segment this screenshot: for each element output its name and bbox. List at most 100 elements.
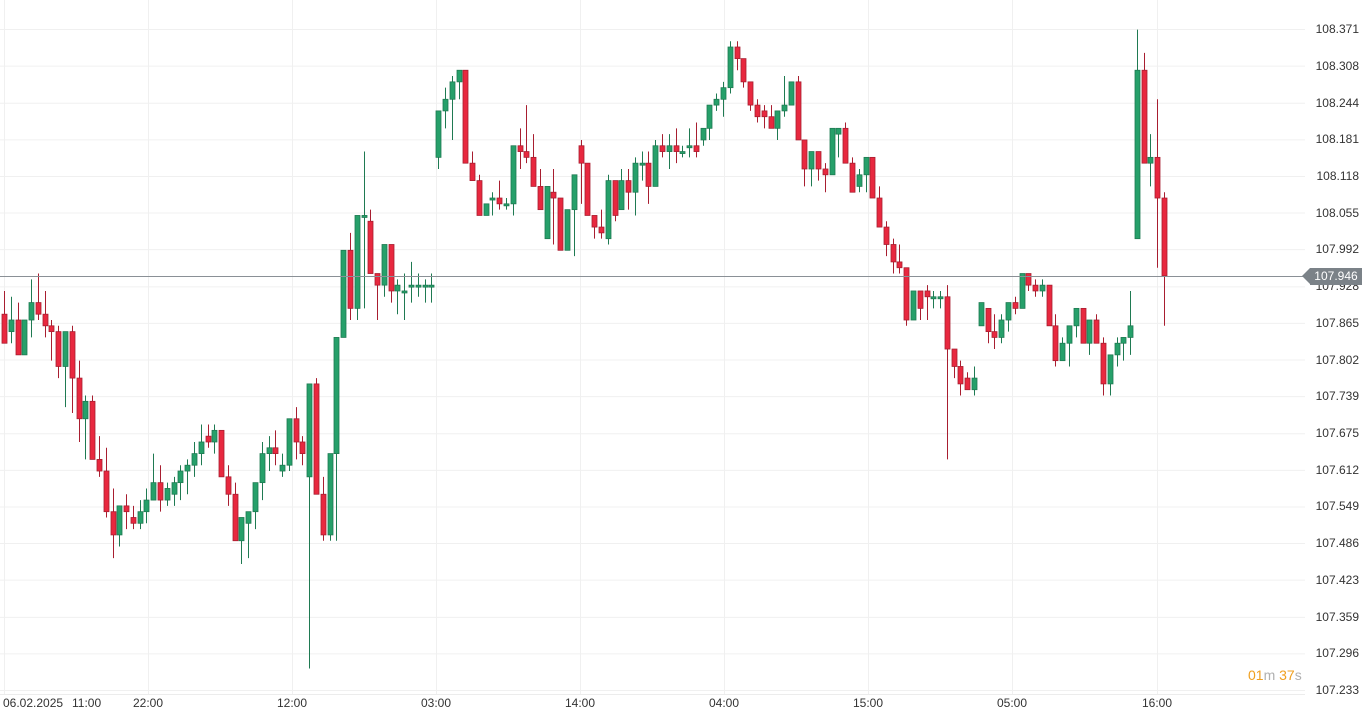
candle-down — [578, 145, 585, 164]
candle-up — [456, 69, 463, 83]
candle-up — [686, 145, 693, 149]
candle-up — [177, 470, 184, 484]
candle-down — [462, 69, 469, 164]
candle-up — [706, 104, 713, 129]
candle-down — [747, 81, 754, 106]
candle-down — [103, 470, 110, 513]
candle-down — [55, 331, 62, 367]
y-tick-label: 108.308 — [1315, 58, 1359, 73]
x-tick-label: 14:00 — [565, 696, 596, 710]
candle-down — [801, 139, 808, 170]
candle-down — [1093, 319, 1100, 344]
candle-up — [829, 127, 836, 176]
candle-up — [1127, 325, 1134, 338]
candle-up — [863, 156, 870, 176]
candle-down — [469, 162, 476, 182]
candle-down — [740, 58, 747, 83]
candle-down — [673, 145, 680, 152]
candle-up — [449, 81, 456, 100]
candle-down — [625, 180, 632, 193]
candle-down — [299, 441, 306, 454]
candle-up — [143, 499, 150, 513]
candle-up — [327, 453, 334, 536]
candle-down — [869, 156, 876, 199]
candle-up — [361, 215, 368, 218]
candle-down — [42, 313, 49, 327]
candle-up — [618, 180, 625, 211]
candle-down — [761, 110, 768, 118]
candle-up — [1039, 284, 1046, 292]
y-tick-label: 107.486 — [1315, 536, 1359, 551]
candle-down — [232, 493, 239, 542]
y-tick-label: 108.181 — [1315, 132, 1359, 147]
candle-down — [1100, 342, 1107, 385]
candle-up — [191, 453, 198, 466]
y-tick-label: 107.739 — [1315, 389, 1359, 404]
timer-seconds: 37 — [1279, 667, 1295, 683]
candle-countdown-timer: 01m 37s — [1248, 667, 1302, 683]
timer-minutes: 01 — [1248, 667, 1264, 683]
candle-down — [347, 249, 354, 309]
candle-up — [632, 162, 639, 193]
candle-down — [1046, 284, 1053, 327]
y-tick-label: 107.802 — [1315, 352, 1359, 367]
candle-up — [1120, 337, 1127, 344]
candle-down — [1161, 197, 1168, 277]
candle-down — [476, 180, 483, 216]
candle-up — [333, 337, 340, 454]
candle-up — [82, 400, 89, 420]
y-tick-label: 107.549 — [1315, 499, 1359, 514]
candle-up — [435, 110, 442, 158]
candle-down — [496, 197, 503, 205]
candle-up — [62, 331, 69, 367]
timer-minutes-unit: m — [1263, 667, 1276, 683]
candle-up — [422, 284, 429, 288]
x-tick-label: 15:00 — [853, 696, 884, 710]
candle-up — [428, 284, 435, 288]
candle-down — [849, 162, 856, 193]
y-tick-label: 107.612 — [1315, 462, 1359, 477]
x-tick-label: 11:00 — [72, 696, 102, 710]
x-tick-label: 04:00 — [709, 696, 740, 710]
candle-up — [1019, 273, 1026, 309]
candle-down — [293, 418, 300, 443]
candle-down — [1154, 156, 1161, 199]
candle-down — [130, 517, 137, 524]
candle-down — [218, 429, 225, 478]
candle-down — [890, 244, 897, 263]
y-tick-label: 107.359 — [1315, 609, 1359, 624]
candle-down — [957, 366, 964, 385]
y-tick-label: 107.992 — [1315, 242, 1359, 257]
candle-up — [503, 203, 510, 207]
candle-down — [537, 186, 544, 211]
candle-up — [184, 464, 191, 472]
candle-up — [910, 290, 917, 321]
current-price-tag: 107.946 — [1302, 268, 1362, 285]
candle-up — [1059, 342, 1066, 362]
candle-up — [978, 302, 985, 327]
candle-up — [401, 290, 408, 294]
x-tick-label: 05:00 — [997, 696, 1028, 710]
candle-up — [286, 418, 293, 466]
candle-down — [598, 226, 605, 234]
candle-down — [768, 116, 775, 129]
y-tick-label: 108.371 — [1315, 22, 1359, 36]
candle-down — [530, 156, 537, 187]
candle-up — [1073, 307, 1080, 327]
candle-up — [856, 174, 863, 187]
candle-down — [35, 302, 42, 315]
candle-down — [157, 482, 164, 501]
candle-up — [164, 488, 171, 501]
candle-down — [48, 325, 55, 333]
y-tick-label: 108.244 — [1315, 95, 1359, 110]
candle-up — [116, 505, 123, 536]
candle-down — [645, 162, 652, 187]
candle-down — [557, 197, 564, 251]
candle-up — [1066, 325, 1073, 344]
candle-up — [998, 319, 1005, 338]
candle-up — [652, 145, 659, 187]
y-tick-label: 107.296 — [1315, 646, 1359, 661]
candle-down — [591, 215, 598, 228]
candle-down — [1, 313, 8, 344]
